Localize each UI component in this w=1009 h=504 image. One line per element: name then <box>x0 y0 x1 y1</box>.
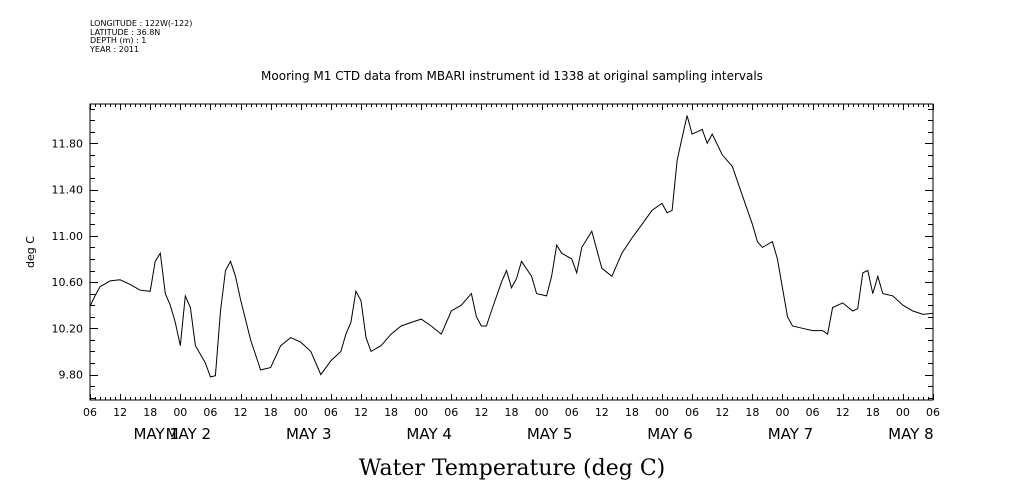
x-tick-label: 06 <box>83 406 97 419</box>
temperature-series-line <box>89 115 934 378</box>
x-tick-label: 18 <box>384 406 398 419</box>
y-tick-label: 11.00 <box>52 230 84 243</box>
x-tick-label: 06 <box>565 406 579 419</box>
x-tick-label: 06 <box>203 406 217 419</box>
x-tick-label: 18 <box>264 406 278 419</box>
plot-frame <box>89 103 934 401</box>
day-label: MAY 5 <box>527 425 573 443</box>
x-tick-label: 12 <box>234 406 248 419</box>
axis-ticks <box>90 104 934 400</box>
x-tick-label: 00 <box>294 406 308 419</box>
chart-title: Mooring M1 CTD data from MBARI instrumen… <box>261 69 763 83</box>
x-tick-label: 06 <box>444 406 458 419</box>
day-label: MAY 3 <box>286 425 332 443</box>
x-tick-label: 18 <box>143 406 157 419</box>
day-label: MAY 6 <box>647 425 693 443</box>
y-tick-label: 11.80 <box>52 137 84 150</box>
y-axis-label: deg C <box>24 236 37 268</box>
x-tick-label: 18 <box>745 406 759 419</box>
x-tick-label: 18 <box>505 406 519 419</box>
x-tick-label: 06 <box>806 406 820 419</box>
y-tick-label: 10.60 <box>52 276 84 289</box>
x-tick-label: 00 <box>896 406 910 419</box>
year-label: YEAR : 2011 <box>90 44 140 54</box>
day-label: MAY 2 <box>166 425 212 443</box>
x-tick-label: 18 <box>866 406 880 419</box>
x-tick-label: 00 <box>414 406 428 419</box>
x-tick-label: 12 <box>354 406 368 419</box>
x-tick-label: 18 <box>625 406 639 419</box>
x-tick-label: 06 <box>926 406 940 419</box>
x-tick-label: 12 <box>715 406 729 419</box>
y-tick-label: 9.80 <box>59 369 84 382</box>
x-axis-label: Water Temperature (deg C) <box>359 456 666 481</box>
x-tick-label: 12 <box>474 406 488 419</box>
day-label: MAY 4 <box>406 425 452 443</box>
x-tick-label: 00 <box>173 406 187 419</box>
x-tick-label: 12 <box>836 406 850 419</box>
day-label: MAY 7 <box>768 425 814 443</box>
longitude-label: LONGITUDE : 122W(-122) <box>90 19 193 28</box>
axis-tick-labels: 06 12 18 00 06 12 18 00 06 12 18 00 06 12 18 00 06 12 18 00… <box>52 137 941 443</box>
latitude-label: LATITUDE : 36.8N <box>90 27 161 37</box>
y-tick-label: 10.20 <box>52 322 84 335</box>
x-tick-label: 00 <box>655 406 669 419</box>
x-tick-label: 00 <box>535 406 549 419</box>
x-tick-label: 06 <box>324 406 338 419</box>
chart-metadata: LONGITUDE : 122W(-122) LATITUDE : 36.8N DE… <box>90 19 193 54</box>
y-tick-label: 11.40 <box>52 184 84 197</box>
depth-label: DEPTH (m) : 1 <box>90 36 147 45</box>
x-tick-label: 00 <box>775 406 789 419</box>
day-label: MAY 8 <box>888 425 934 443</box>
x-tick-label: 12 <box>113 406 127 419</box>
x-tick-label: 06 <box>685 406 699 419</box>
day-label: MAY 1 <box>133 425 179 443</box>
x-tick-label: 12 <box>595 406 609 419</box>
